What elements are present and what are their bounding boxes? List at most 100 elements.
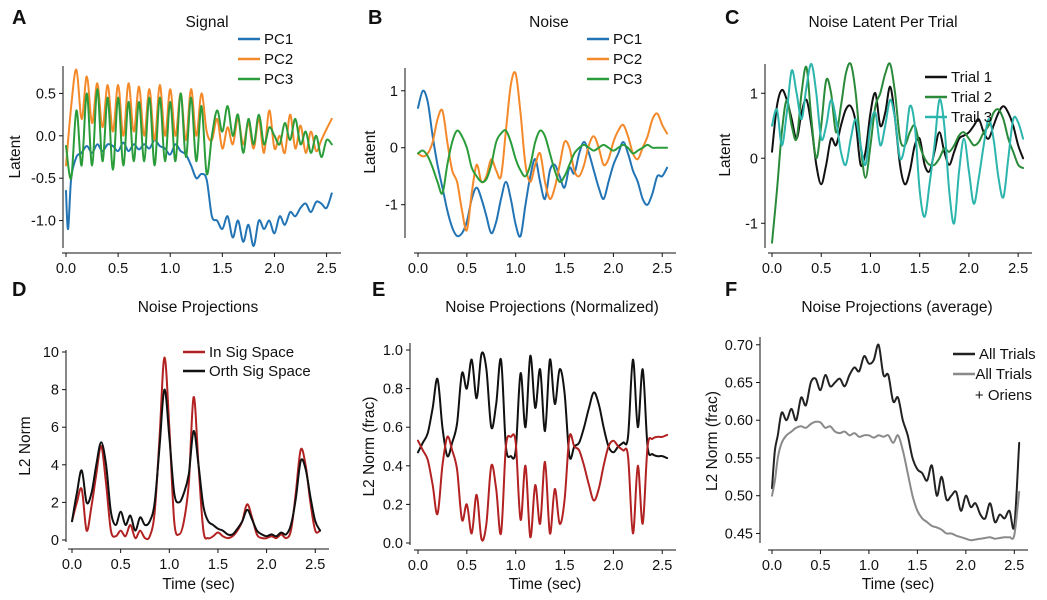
y-axis-label: Latent xyxy=(717,133,734,177)
y-tick-label: 8 xyxy=(51,383,59,399)
legend-entry: Orth Sig Space xyxy=(209,363,311,380)
x-tick-label: 0.5 xyxy=(111,557,131,573)
panel-letter: D xyxy=(12,279,26,301)
y-tick-label: 0 xyxy=(51,533,59,549)
series-line-1 xyxy=(71,356,322,541)
series-line-2 xyxy=(771,420,1021,542)
y-tick-label: 0.65 xyxy=(725,376,753,392)
y-tick-label: 0.4 xyxy=(383,459,403,475)
panel-d: D Noise Projections 0 2 4 6 8 10 0.0 0.5 1.0 1.5 2.0… xyxy=(12,279,329,593)
y-tick-label: 0.2 xyxy=(383,497,403,513)
x-tick-label: 2.5 xyxy=(1008,261,1028,277)
x-tick-label: 1.5 xyxy=(910,261,930,277)
x-tick-label: 2.5 xyxy=(305,557,325,573)
x-tick-label: 2.5 xyxy=(316,261,336,277)
x-tick-label: 2.0 xyxy=(257,557,277,573)
x-tick-label: 0.0 xyxy=(762,261,782,277)
panel-letter: B xyxy=(368,7,382,29)
series-line-3 xyxy=(65,88,333,180)
legend-entry: PC3 xyxy=(264,71,293,88)
chart-title: Noise Latent Per Trial xyxy=(808,14,957,31)
x-tick-label: 2.5 xyxy=(652,558,672,574)
y-tick-label: -1 xyxy=(745,216,758,232)
y-tick-label: 2 xyxy=(51,495,59,511)
x-tick-label: 0.0 xyxy=(408,261,428,277)
series-line-3 xyxy=(417,129,669,195)
x-tick-label: 0.0 xyxy=(56,261,76,277)
y-tick-label: 0.6 xyxy=(383,420,403,436)
y-tick-label: 0.8 xyxy=(383,382,403,398)
x-tick-label: 0.5 xyxy=(810,558,830,574)
y-tick-label: 10 xyxy=(43,345,59,361)
y-tick-label: 1.0 xyxy=(383,343,403,359)
x-tick-label: 1.0 xyxy=(860,261,880,277)
y-tick-label: -1 xyxy=(385,198,398,214)
legend-entry: PC1 xyxy=(264,31,293,48)
legend-entry: PC2 xyxy=(613,51,642,68)
y-tick-label: 0.70 xyxy=(725,338,753,354)
legend-entry-line: All Trials xyxy=(975,366,1032,383)
x-tick-label: 1.0 xyxy=(160,261,180,277)
chart-title: Signal xyxy=(185,14,228,31)
series-line-2 xyxy=(71,388,322,538)
series-line-2 xyxy=(417,71,669,232)
x-tick-label: 0.0 xyxy=(408,558,428,574)
series-line-1 xyxy=(417,351,669,460)
y-tick-label: 1 xyxy=(390,84,398,100)
panel-b: B Noise -1 0 1 0.0 0.5 1.0 1.5 2.0 2.5 Latent PC1 PC2… xyxy=(362,7,676,277)
series-line-2 xyxy=(771,62,1025,244)
x-tick-label: 2.0 xyxy=(603,261,623,277)
y-tick-label: 0.0 xyxy=(383,536,403,552)
x-tick-label: 0.5 xyxy=(108,261,128,277)
legend-entry: All Trials xyxy=(979,346,1036,363)
x-tick-label: 1.5 xyxy=(212,261,232,277)
x-axis-label: Time (sec) xyxy=(862,576,935,593)
y-tick-label: 4 xyxy=(51,458,59,474)
x-tick-label: 2.0 xyxy=(956,558,976,574)
chart-title: Noise Projections xyxy=(138,299,259,316)
panel-letter: E xyxy=(372,279,385,301)
legend-entry: PC3 xyxy=(613,71,642,88)
panel-e: E Noise Projections (Normalized) 0.0 0.2 0.4… xyxy=(361,279,676,593)
series-line-2 xyxy=(417,433,669,542)
y-tick-label: -0.5 xyxy=(31,171,56,187)
y-axis-label: L2 Norm (frac) xyxy=(704,391,721,491)
panel-letter: F xyxy=(725,279,737,301)
legend-entry: PC2 xyxy=(264,51,293,68)
x-tick-label: 1.0 xyxy=(506,558,526,574)
y-tick-label: 0 xyxy=(750,151,758,167)
x-tick-label: 0.5 xyxy=(811,261,831,277)
legend-entry: Trial 1 xyxy=(951,69,992,86)
series-line-3 xyxy=(771,62,1025,225)
series-line-1 xyxy=(771,343,1021,530)
y-tick-label: 0.5 xyxy=(36,86,56,102)
y-tick-label: -1.0 xyxy=(31,214,56,230)
y-tick-label: 0.45 xyxy=(725,526,753,542)
chart-title: Noise Projections (Normalized) xyxy=(445,299,659,316)
x-tick-label: 1.0 xyxy=(506,261,526,277)
x-tick-label: 2.0 xyxy=(603,558,623,574)
x-axis-label: Time (sec) xyxy=(162,576,235,593)
y-axis-label: L2 Norm (frac) xyxy=(361,397,378,497)
x-tick-label: 0.0 xyxy=(762,558,782,574)
x-tick-label: 2.0 xyxy=(959,261,979,277)
y-axis-label: Latent xyxy=(362,130,379,174)
panel-letter: A xyxy=(12,7,26,29)
y-tick-label: 0.50 xyxy=(725,489,753,505)
chart-title: Noise xyxy=(529,14,569,31)
panel-letter: C xyxy=(725,7,739,29)
x-axis-label: Time (sec) xyxy=(509,576,582,593)
x-tick-label: 1.5 xyxy=(554,261,574,277)
y-tick-label: 0.60 xyxy=(725,413,753,429)
legend-entry: In Sig Space xyxy=(209,344,294,361)
y-tick-label: 0.0 xyxy=(36,129,56,145)
y-tick-label: 0 xyxy=(390,141,398,157)
y-tick-label: 6 xyxy=(51,420,59,436)
x-tick-label: 0.5 xyxy=(457,261,477,277)
legend-entry: Trial 2 xyxy=(951,89,992,106)
legend-entry-line: + Oriens xyxy=(975,387,1032,404)
x-tick-label: 1.0 xyxy=(859,558,879,574)
panel-a: A Signal -1.0 -0.5 0.0 0.5 0.0 0.5 1.0 1.5 2.0 2.5 L… xyxy=(7,7,341,277)
legend-entry: All Trials + Oriens xyxy=(975,366,1032,404)
